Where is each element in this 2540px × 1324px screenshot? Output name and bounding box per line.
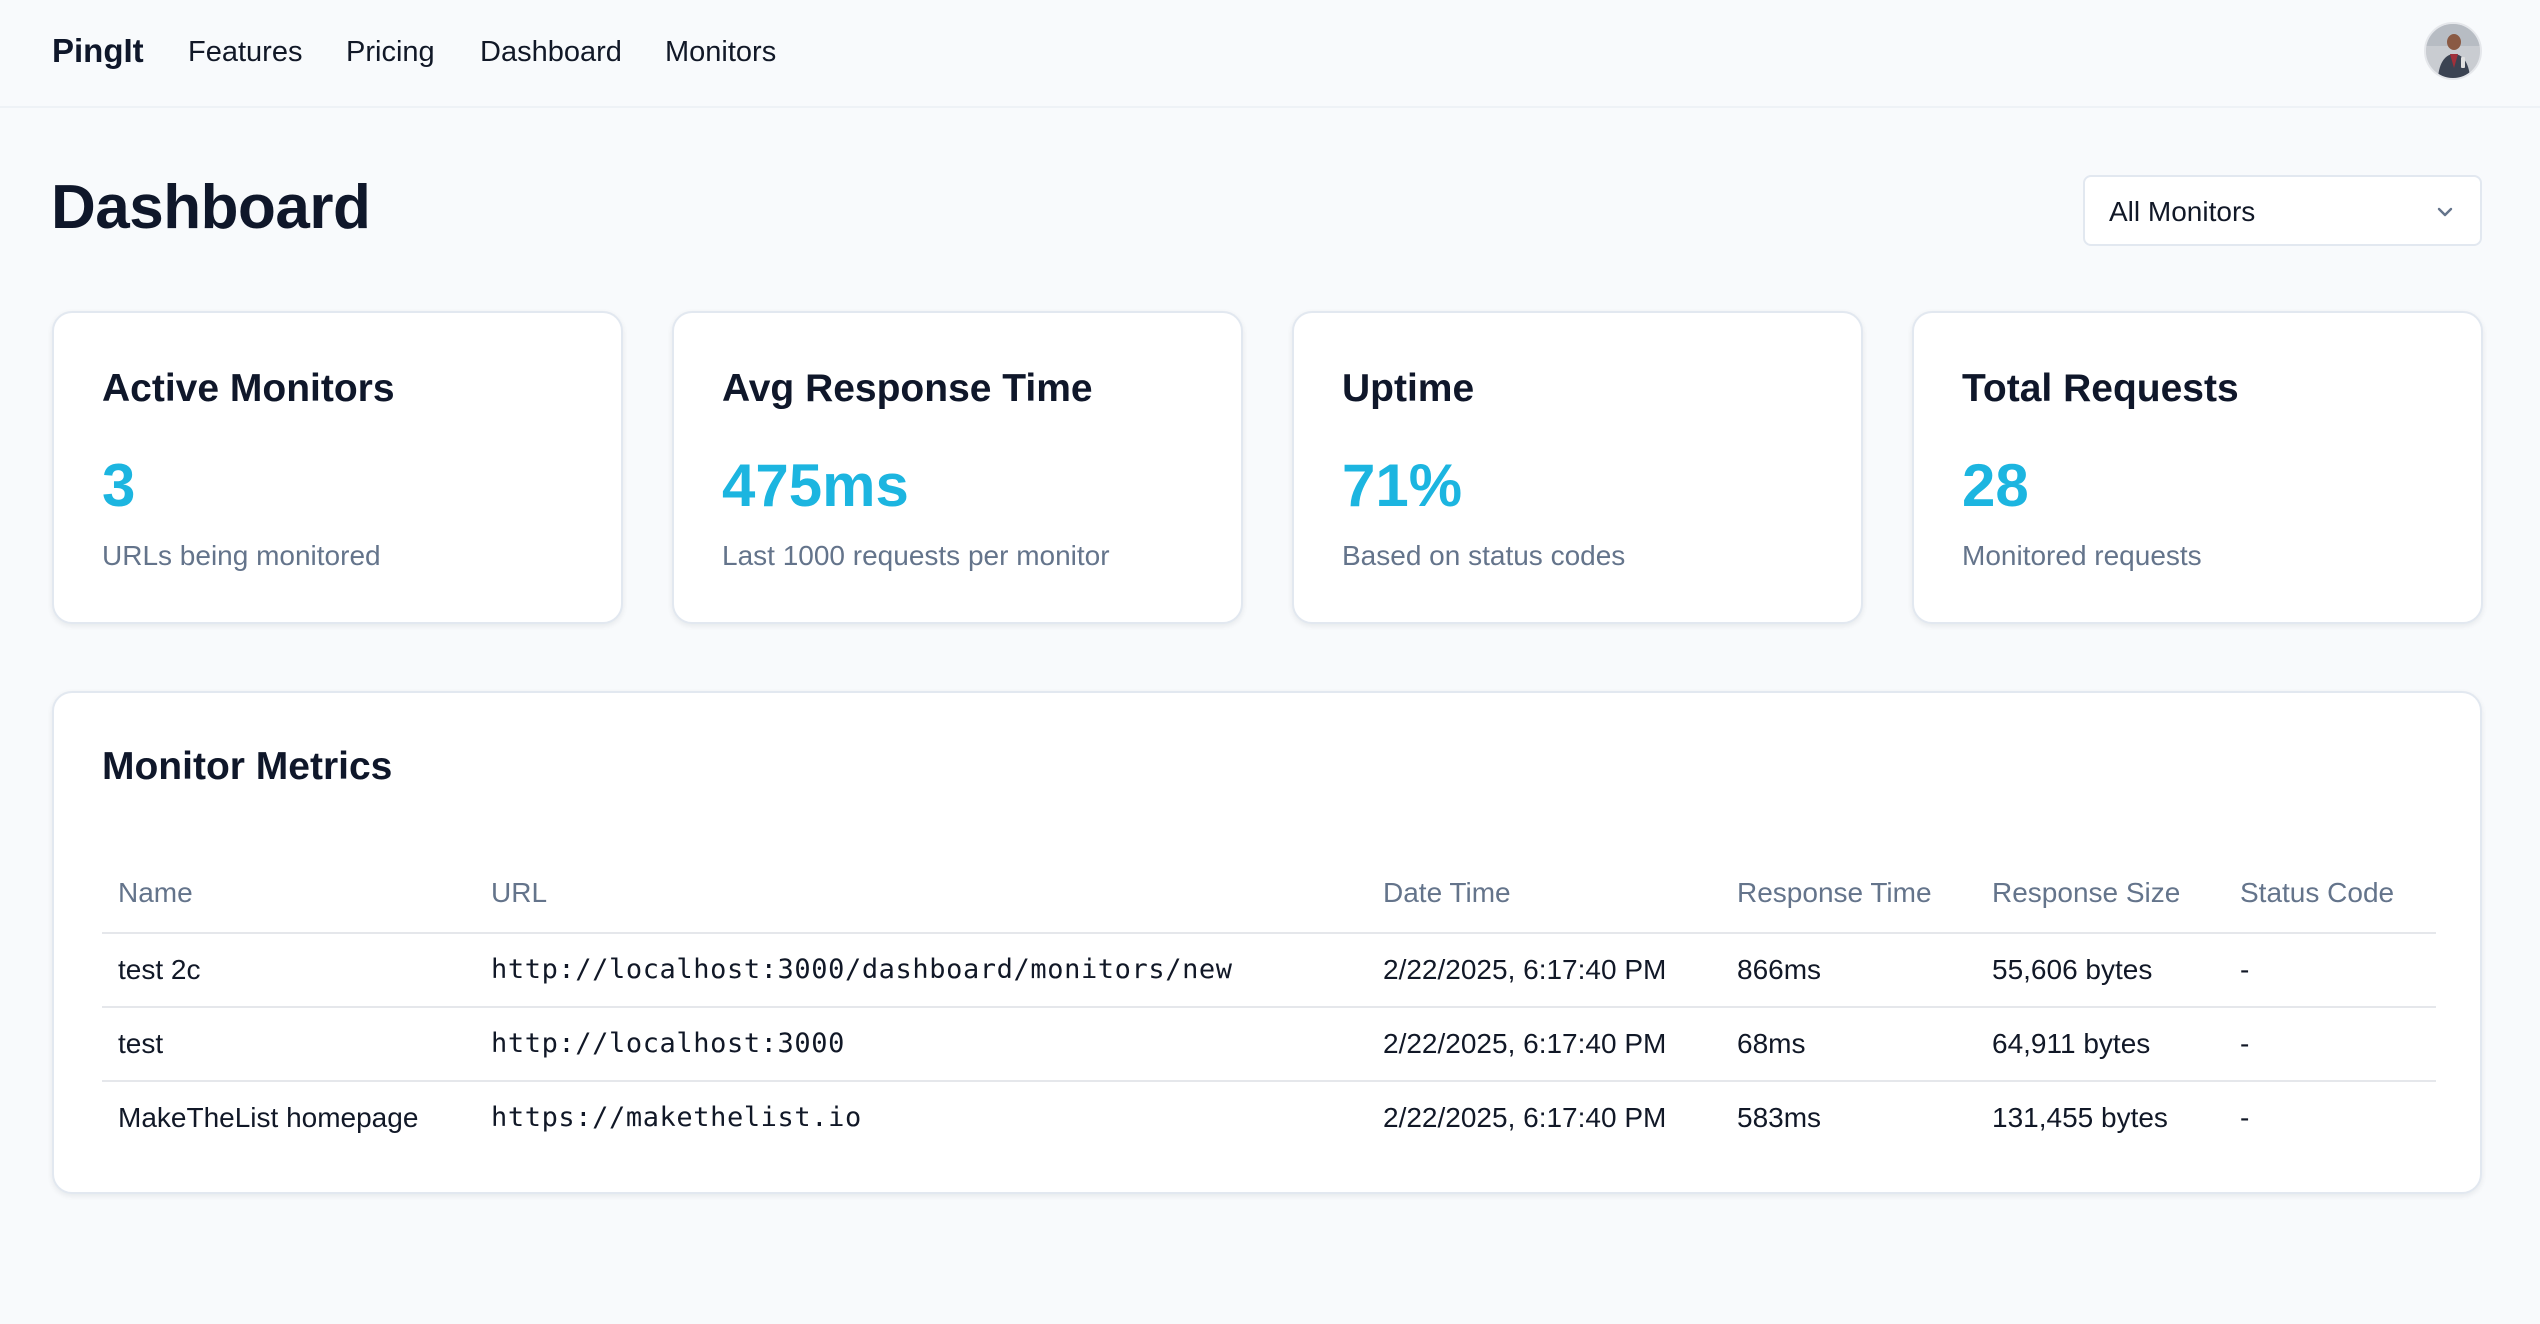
cell-status-code: - xyxy=(2240,1102,2250,1133)
stat-value: 28 xyxy=(1962,452,2029,519)
stat-subtitle: Monitored requests xyxy=(1962,540,2202,571)
stat-subtitle: URLs being monitored xyxy=(102,540,381,571)
cell-name: test xyxy=(118,1028,164,1059)
nav-link-pricing[interactable]: Pricing xyxy=(346,36,435,68)
stat-value: 71% xyxy=(1342,452,1463,519)
chevron-down-icon xyxy=(2437,207,2453,217)
stat-title: Avg Response Time xyxy=(722,367,1093,410)
cell-date-time: 2/22/2025, 6:17:40 PM xyxy=(1383,1102,1667,1133)
column-header-url: URL xyxy=(491,877,548,908)
cell-response-time: 68ms xyxy=(1737,1028,1806,1059)
column-header-response-size: Response Size xyxy=(1992,877,2181,908)
column-header-date-time: Date Time xyxy=(1383,877,1511,908)
cell-url: http://localhost:3000 xyxy=(491,1028,845,1059)
stat-subtitle: Last 1000 requests per monitor xyxy=(722,540,1110,571)
stat-card-avg-response-time: Avg Response Time 475ms Last 1000 reques… xyxy=(672,311,1243,624)
user-photo-icon xyxy=(2426,24,2480,78)
column-header-response-time: Response Time xyxy=(1737,877,1932,908)
table-row[interactable]: test http://localhost:3000 2/22/2025, 6:… xyxy=(102,1008,2436,1082)
cell-response-size: 64,911 bytes xyxy=(1992,1028,2151,1059)
cell-status-code: - xyxy=(2240,1028,2250,1059)
cell-date-time: 2/22/2025, 6:17:40 PM xyxy=(1383,1028,1667,1059)
cell-url: https://makethelist.io xyxy=(491,1102,862,1133)
monitor-metrics-panel: Monitor Metrics Name URL Date Time Respo… xyxy=(52,691,2482,1194)
stat-subtitle: Based on status codes xyxy=(1342,540,1626,571)
cell-name: test 2c xyxy=(118,954,201,985)
nav-link-dashboard[interactable]: Dashboard xyxy=(480,36,622,68)
stat-title: Total Requests xyxy=(1962,367,2239,410)
table-row[interactable]: test 2c http://localhost:3000/dashboard/… xyxy=(102,934,2436,1008)
cell-response-time: 583ms xyxy=(1737,1102,1822,1133)
cell-name: MakeTheList homepage xyxy=(118,1102,419,1133)
monitor-filter-select[interactable]: All Monitors xyxy=(2083,175,2482,246)
stat-card-active-monitors: Active Monitors 3 URLs being monitored xyxy=(52,311,623,624)
page-title: Dashboard xyxy=(51,173,371,242)
stat-card-total-requests: Total Requests 28 Monitored requests xyxy=(1912,311,2483,624)
nav-link-features[interactable]: Features xyxy=(188,36,303,68)
table-header-row: Name URL Date Time Response Time Respons… xyxy=(102,853,2436,934)
stat-value: 3 xyxy=(102,452,136,519)
stat-card-uptime: Uptime 71% Based on status codes xyxy=(1292,311,1863,624)
table-row[interactable]: MakeTheList homepage https://makethelist… xyxy=(102,1082,2436,1156)
cell-status-code: - xyxy=(2240,954,2250,985)
panel-title: Monitor Metrics xyxy=(102,745,393,788)
stat-title: Active Monitors xyxy=(102,367,395,410)
brand-logo[interactable]: PingIt xyxy=(52,32,144,69)
stat-value: 475ms xyxy=(722,452,909,519)
column-header-name: Name xyxy=(118,877,193,908)
cell-url: http://localhost:3000/dashboard/monitors… xyxy=(491,954,1233,985)
cell-response-size: 131,455 bytes xyxy=(1992,1102,2168,1133)
top-navbar: PingIt Features Pricing Dashboard Monito… xyxy=(0,0,2540,108)
column-header-status-code: Status Code xyxy=(2240,877,2395,908)
cell-date-time: 2/22/2025, 6:17:40 PM xyxy=(1383,954,1667,985)
cell-response-size: 55,606 bytes xyxy=(1992,954,2153,985)
nav-link-monitors[interactable]: Monitors xyxy=(665,36,777,68)
user-avatar[interactable] xyxy=(2424,22,2482,80)
monitor-filter-value: All Monitors xyxy=(2109,196,2256,227)
metrics-table: Name URL Date Time Response Time Respons… xyxy=(102,853,2436,1156)
stat-title: Uptime xyxy=(1342,367,1475,410)
cell-response-time: 866ms xyxy=(1737,954,1822,985)
